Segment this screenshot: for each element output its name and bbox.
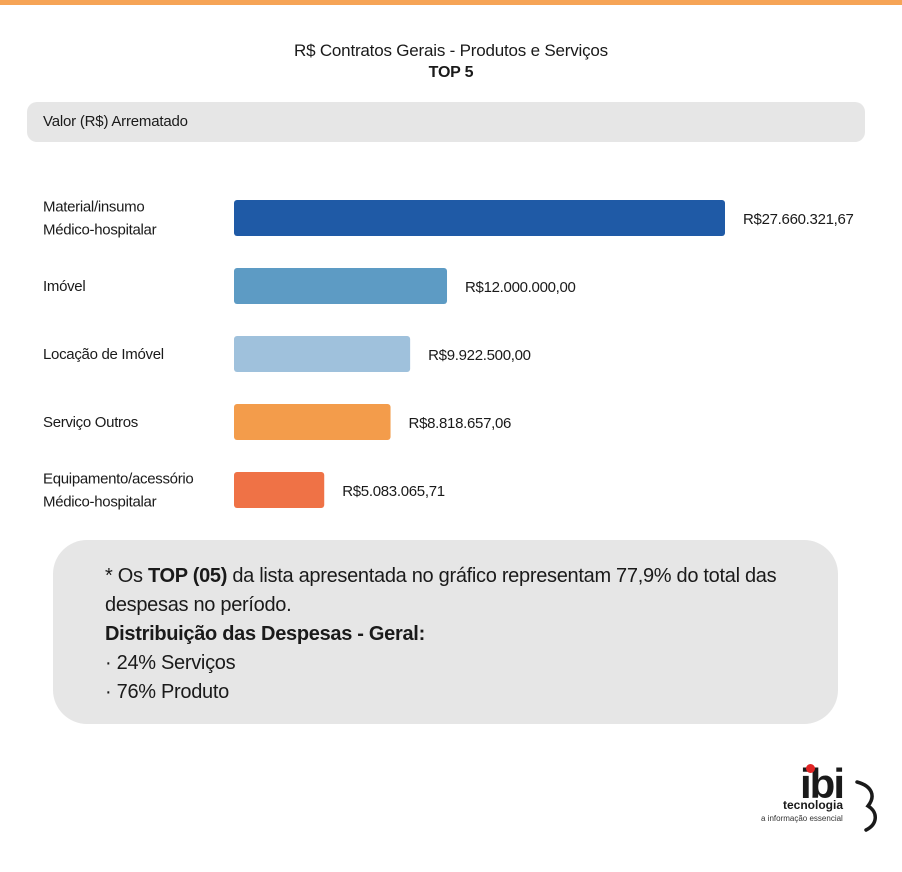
note-box: * Os TOP (05) da lista apresentada no gr…	[53, 540, 838, 724]
chart-title-block: R$ Contratos Gerais - Produtos e Serviço…	[0, 40, 902, 84]
note-summary: * Os TOP (05) da lista apresentada no gr…	[105, 562, 805, 620]
bar-locacao-de-imovel	[234, 336, 411, 372]
value-label-equipamento-acessorio-medico-hospitalar: R$5.083.065,71	[342, 483, 445, 500]
ibi-logo: ibi tecnologia a informação essencial	[760, 762, 885, 832]
chart-subtitle: TOP 5	[428, 64, 474, 81]
value-label-servico-outros: R$8.818.657,06	[409, 415, 512, 432]
value-label-locacao-de-imovel: R$9.922.500,00	[428, 347, 531, 364]
category-label-servico-outros: Serviço Outros	[43, 414, 138, 431]
note-prefix: * Os	[105, 565, 148, 587]
value-label-material-insumo-medico-hospitalar: R$27.660.321,67	[743, 211, 854, 228]
note-heading-text: Distribuição das Despesas - Geral:	[105, 623, 425, 645]
chart-title: R$ Contratos Gerais - Produtos e Serviço…	[294, 41, 608, 60]
category-label-imovel: Imóvel	[43, 278, 85, 295]
bar-chart: Material/insumo Médico-hospitalar R$27.660…	[43, 199, 854, 511]
bar-material-insumo-medico-hospitalar	[234, 200, 725, 236]
logo-mark-icon	[855, 780, 877, 832]
note-bold: TOP (05)	[147, 565, 228, 587]
note-item-products: · 76% Produto	[105, 681, 229, 703]
note-item-services: · 24% Serviços	[105, 652, 236, 674]
category-label-locacao-de-imovel: Locação de Imóvel	[43, 346, 164, 363]
note-suffix: da lista apresentada no gráfico represen…	[105, 565, 777, 616]
category-label-line: Médico-hospitalar	[43, 494, 157, 511]
top-accent-bar	[0, 0, 902, 5]
logo-brand: tecnologia	[783, 798, 844, 812]
category-label-line: Equipamento/acessório	[43, 471, 193, 488]
bar-equipamento-acessorio-medico-hospitalar	[234, 472, 325, 508]
category-label-line: Serviço Outros	[43, 414, 138, 431]
bar-servico-outros	[234, 404, 391, 440]
logo-dot-icon	[806, 764, 815, 773]
logo-tagline: a informação essencial	[761, 814, 843, 823]
category-label-line: Imóvel	[43, 278, 85, 295]
note-content: * Os TOP (05) da lista apresentada no gr…	[105, 562, 805, 707]
category-label-material-insumo-medico-hospitalar: Material/insumo Médico-hospitalar	[43, 199, 157, 239]
category-label-line: Médico-hospitalar	[43, 222, 157, 239]
category-label-line: Locação de Imóvel	[43, 346, 164, 363]
note-heading: Distribuição das Despesas - Geral:	[105, 620, 805, 649]
bar-imovel	[234, 268, 448, 304]
value-label-imovel: R$12.000.000,00	[465, 279, 576, 296]
section-header: Valor (R$) Arrematado	[27, 102, 865, 142]
category-label-line: Material/insumo	[43, 199, 144, 216]
section-label: Valor (R$) Arrematado	[43, 113, 188, 130]
category-label-equipamento-acessorio-medico-hospitalar: Equipamento/acessório Médico-hospitalar	[43, 471, 193, 511]
